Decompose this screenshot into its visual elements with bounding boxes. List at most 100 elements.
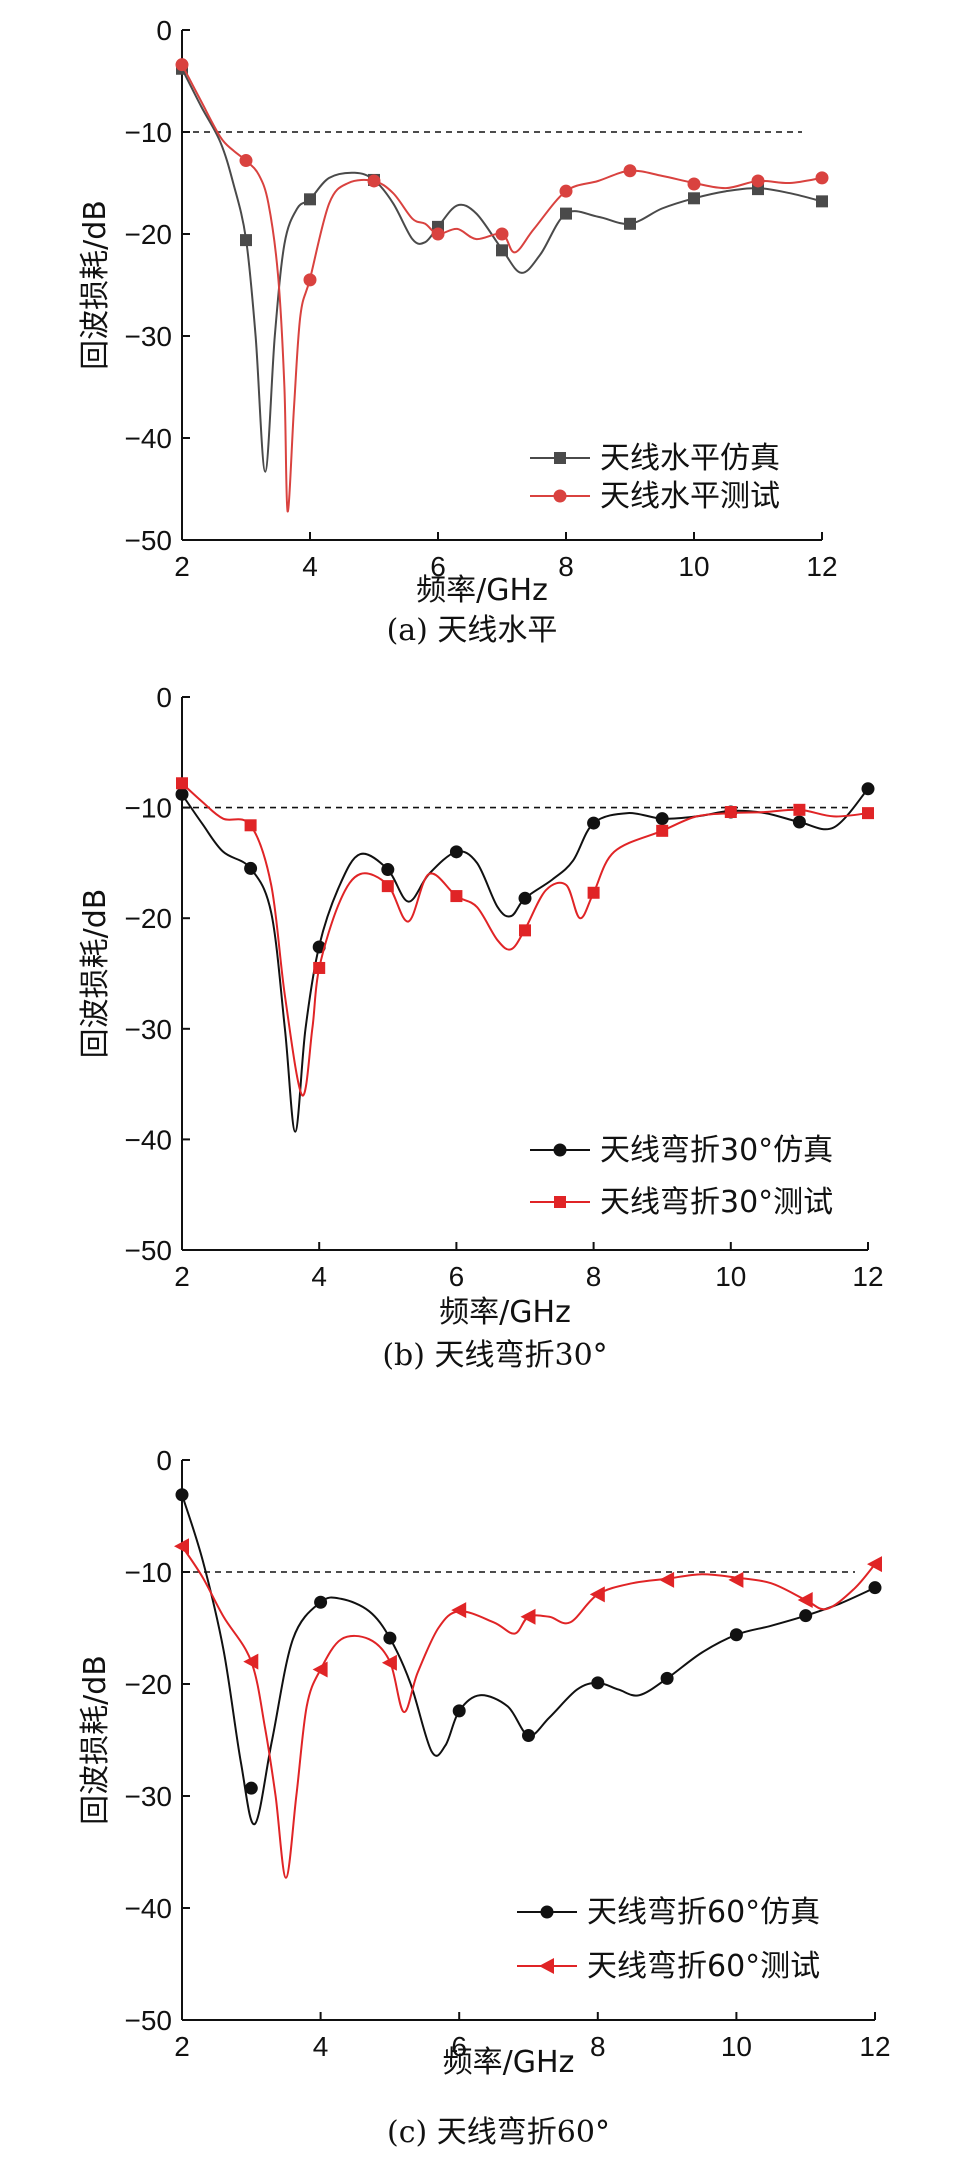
data-point [687, 177, 701, 191]
data-point [587, 816, 601, 830]
data-point [729, 1628, 743, 1642]
x-tick-label: 12 [859, 2031, 890, 2062]
legend-swatch-marker [554, 1196, 566, 1208]
x-tick-label: 12 [852, 1261, 883, 1292]
data-point [304, 193, 316, 206]
data-point [381, 863, 395, 877]
y-axis-label: 回波损耗/dB [78, 200, 113, 370]
legend-label: 天线弯折60°仿真 [587, 1895, 820, 1930]
data-point [239, 154, 253, 168]
data-point [381, 880, 394, 893]
y-tick-label: −40 [125, 1124, 173, 1155]
series-1 [175, 1488, 882, 1826]
legend-swatch-marker [553, 1143, 567, 1157]
data-point [656, 824, 669, 837]
x-tick-label: 2 [174, 551, 190, 582]
data-point [867, 1556, 882, 1573]
y-tick-label: −30 [125, 1781, 173, 1812]
y-tick-label: −40 [125, 1893, 173, 1924]
y-axis-label: 回波损耗/dB [78, 1655, 113, 1825]
data-point [314, 1595, 328, 1609]
data-point [587, 886, 600, 899]
series-line [181, 68, 823, 473]
data-point [244, 861, 258, 875]
x-tick-label: 4 [311, 1261, 327, 1292]
legend-swatch-marker [553, 489, 567, 503]
data-point [660, 1671, 674, 1685]
y-tick-label: −50 [125, 2005, 173, 2036]
data-point [624, 217, 636, 230]
x-tick-label: 4 [313, 2031, 329, 2062]
series-line [181, 782, 869, 1097]
y-axis-label: 回波损耗/dB [78, 889, 113, 1059]
data-point [313, 961, 326, 974]
data-point [452, 1704, 466, 1718]
panel-caption: (c) 天线弯折60° [387, 2115, 610, 2150]
data-point [495, 227, 509, 241]
x-tick-label: 8 [586, 1261, 602, 1292]
data-point [312, 1661, 328, 1678]
series-line [181, 788, 869, 1133]
data-point [623, 164, 637, 178]
series-2 [175, 58, 829, 513]
data-point [175, 1488, 189, 1502]
data-point [312, 940, 326, 954]
x-tick-label: 6 [449, 1261, 465, 1292]
data-point [174, 1538, 189, 1555]
series-line [181, 1545, 876, 1879]
data-point [449, 845, 463, 859]
data-point [520, 1608, 536, 1625]
chart-panel-3: 0 −10 −20 −30 −40 −502 4 6 8 10 12 频率/GHz 回波损耗/dB (c)… [78, 1445, 891, 2150]
data-point [797, 1592, 813, 1608]
data-point [868, 1581, 882, 1595]
x-tick-label: 8 [590, 2031, 606, 2062]
data-point [381, 1654, 397, 1671]
data-point [303, 273, 317, 287]
y-tick-label: −10 [125, 117, 173, 148]
data-point [688, 192, 700, 205]
legend-swatch-marker [554, 452, 566, 464]
data-point [861, 782, 875, 796]
data-point [728, 1571, 744, 1588]
y-tick-label: −50 [125, 1235, 173, 1266]
data-point [560, 207, 572, 220]
data-point [367, 174, 381, 188]
x-tick-label: 10 [721, 2031, 752, 2062]
data-point [522, 1729, 535, 1743]
data-point [815, 171, 829, 185]
data-point [799, 1609, 813, 1623]
x-tick-label: 6 [430, 551, 446, 582]
legend-label: 天线弯折60°测试 [587, 1949, 820, 1984]
data-point [519, 924, 531, 937]
x-axis-label: 频率/GHz [439, 1295, 571, 1330]
data-point [244, 1781, 258, 1795]
data-point [659, 1571, 675, 1588]
y-tick-label: −10 [125, 1557, 173, 1588]
y-tick-label: −20 [125, 1669, 173, 1700]
panel-caption: (b) 天线弯折30° [382, 1338, 607, 1373]
chart-panel-1: 0 −10 −20 −30 −40 −502 4 6 8 10 12 频率/GHz 回波损耗/dB (a)… [78, 15, 838, 648]
data-point [175, 58, 189, 72]
data-point [383, 1631, 397, 1645]
x-tick-label: 10 [678, 551, 709, 582]
x-tick-label: 8 [558, 551, 574, 582]
y-tick-label: 0 [156, 1445, 172, 1476]
chart-panel-2: 0 −10 −20 −30 −40 −502 4 6 8 10 12 频率/GHz 回波损耗/dB (b)… [78, 682, 884, 1373]
x-tick-label: 2 [174, 1261, 190, 1292]
series-1 [176, 62, 828, 473]
data-point [862, 807, 874, 820]
data-point [591, 1676, 605, 1690]
data-point [518, 891, 532, 905]
x-tick-label: 6 [451, 2031, 467, 2062]
y-tick-label: 0 [156, 682, 172, 713]
data-point [431, 227, 445, 241]
series-line [181, 64, 823, 513]
y-tick-label: −10 [125, 793, 173, 824]
data-point [655, 812, 669, 826]
data-point [240, 234, 252, 247]
series-2 [174, 1538, 882, 1879]
data-point [751, 174, 765, 188]
data-point [559, 184, 573, 198]
